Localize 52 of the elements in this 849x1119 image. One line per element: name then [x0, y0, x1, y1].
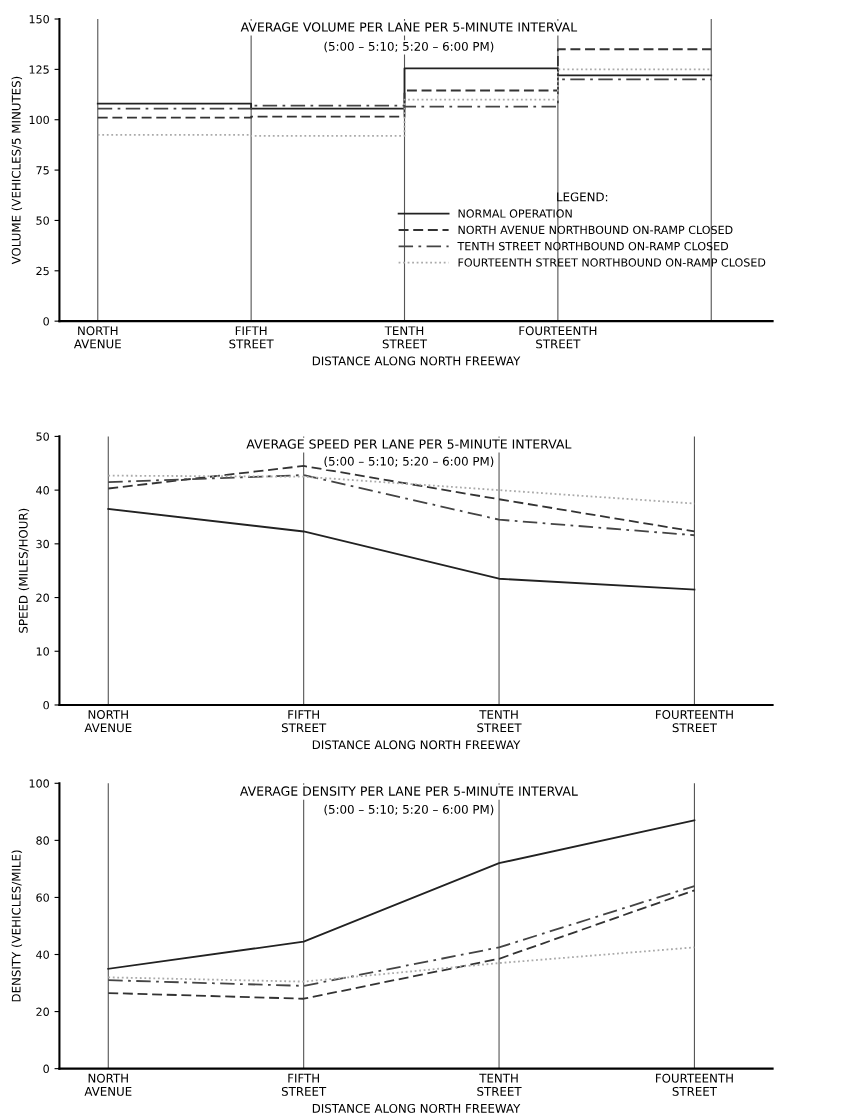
legend-title: LEGEND:: [557, 192, 608, 202]
x-tick-label: TENTH STREET: [477, 710, 522, 733]
x-axis-title: DISTANCE ALONG NORTH FREEWAY: [312, 740, 521, 750]
x-axis-title: DISTANCE ALONG NORTH FREEWAY: [312, 1103, 521, 1113]
y-tick-label: 100: [29, 779, 49, 788]
x-tick-label: FOURTEENTH STREET: [519, 326, 597, 349]
y-tick-label: 50: [36, 216, 49, 225]
legend-label: NORMAL OPERATION: [458, 209, 572, 218]
text: (5:00 – 5:10; 5:20 – 6:00 PM): [324, 456, 494, 468]
y-tick-label: 30: [36, 539, 49, 549]
text: (5:00 – 5:10; 5:20 – 6:00 PM): [324, 41, 494, 53]
x-tick-label: TENTH STREET: [477, 1073, 522, 1096]
legend-label: FOURTEENTH STREET NORTHBOUND ON-RAMP CLOSED: [458, 258, 766, 267]
y-tick-label: 40: [36, 486, 49, 495]
x-tick-label: NORTH AVENUE: [84, 710, 132, 733]
line-series: [107, 465, 696, 533]
y-tick-label: 150: [29, 15, 49, 24]
y-tick-label: 25: [36, 266, 49, 276]
y-tick-label: 0: [43, 1064, 49, 1074]
x-axis-title: DISTANCE ALONG NORTH FREEWAY: [312, 356, 521, 366]
legend-label: TENTH STREET NORTHBOUND ON-RAMP CLOSED: [457, 241, 729, 251]
y-tick-label: 0: [43, 700, 49, 710]
x-tick-label: TENTH STREET: [382, 326, 428, 349]
y-tick-label: 100: [29, 115, 49, 125]
text: (5:00 – 5:10; 5:20 – 6:00 PM): [324, 804, 494, 816]
y-tick-label: 10: [36, 647, 49, 656]
chart-title: AVERAGE VOLUME PER LANE PER 5-MINUTE INTERVAL: [240, 22, 578, 32]
x-tick-label: FOURTEENTH STREET: [656, 710, 733, 733]
chart-title: AVERAGE DENSITY PER LANE PER 5-MINUTE INTERVAL: [239, 786, 578, 796]
x-tick-label: NORTH AVENUE: [73, 326, 121, 349]
y-axis-title: VOLUME (VEHICLES/5 MINUTES): [11, 76, 23, 265]
y-tick-label: 20: [36, 1007, 49, 1016]
y-axis-title: SPEED (MILES/HOUR): [18, 508, 30, 633]
x-tick-label: FIFTH STREET: [229, 326, 274, 349]
y-tick-label: 60: [36, 893, 49, 902]
line-series: [107, 508, 696, 591]
x-tick-label: FIFTH STREET: [281, 710, 327, 733]
y-tick-label: 80: [36, 836, 49, 845]
y-tick-label: 125: [29, 65, 49, 74]
y-tick-label: 75: [36, 166, 49, 175]
y-tick-label: 0: [43, 317, 49, 326]
x-tick-label: NORTH AVENUE: [84, 1073, 132, 1096]
y-tick-label: 50: [36, 432, 49, 441]
y-axis-title: DENSITY (VEHICLES/MILE): [11, 850, 23, 1002]
legend-label: NORTH AVENUE NORTHBOUND ON-RAMP CLOSED: [458, 225, 733, 235]
y-tick-label: 40: [36, 950, 49, 959]
chart-title: AVERAGE SPEED PER LANE PER 5-MINUTE INTERVAL: [246, 439, 572, 449]
line-series: [107, 474, 696, 537]
x-tick-label: FOURTEENTH STREET: [656, 1073, 733, 1096]
x-tick-label: FIFTH STREET: [281, 1073, 327, 1096]
y-tick-label: 20: [36, 593, 49, 602]
line-series: [107, 819, 696, 970]
